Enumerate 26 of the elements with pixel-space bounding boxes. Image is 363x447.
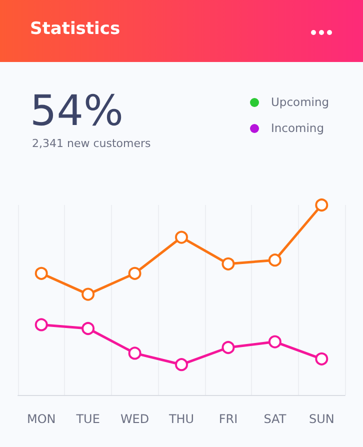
chart-title: Statistics [30,19,120,39]
text: Upcoming [271,95,330,109]
x-tick-label: SUN [308,412,334,426]
point [268,254,282,267]
x-tick-label: TUE [75,412,100,426]
point [268,335,282,348]
x-tick-label: WED [120,412,150,426]
point [315,198,328,212]
point [175,230,188,244]
point [222,341,235,354]
x-tick-label: MON [26,412,56,426]
x-tick-label: THU [168,412,194,426]
x-tick-label: FRI [218,412,238,426]
point [34,318,48,332]
point [34,266,48,280]
point [175,358,188,372]
point [128,266,142,280]
point [315,352,328,366]
x-tick-label: SAT [264,412,287,426]
point [82,288,95,301]
point [222,257,235,270]
point [82,322,95,335]
text: Incoming [271,121,324,135]
chart-subtitle: 2,341 new customers [32,137,151,150]
point [128,346,142,360]
text: 54% [30,86,124,135]
